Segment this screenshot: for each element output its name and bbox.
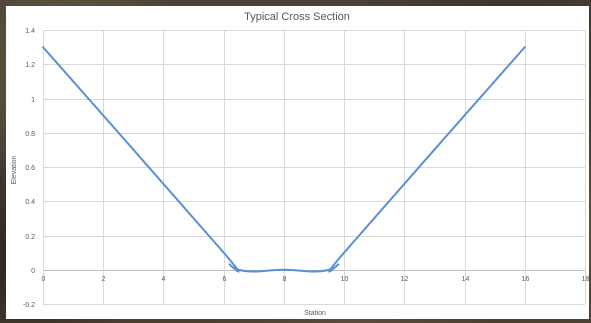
x-tick-label: 2 [102, 276, 106, 283]
x-tick-label: 10 [341, 276, 349, 283]
x-tick-label: 18 [582, 276, 589, 283]
chart-panel: Typical Cross Section -0.2 0 0.2 0.4 0.6 0.8 1… [6, 6, 589, 319]
x-tick-label: 6 [223, 276, 227, 283]
x-tick-label: 14 [462, 276, 470, 283]
y-tick-label: -0.2 [23, 302, 35, 309]
series-layer [42, 46, 526, 273]
y-tick-label: 1 [31, 97, 35, 104]
y-tick-label: 0 [31, 268, 35, 275]
x-axis-title: Station [304, 310, 326, 317]
x-tick-labels: 0 2 4 6 8 10 12 14 16 18 [42, 276, 589, 283]
chart-title: Typical Cross Section [244, 11, 350, 23]
x-tick-label: 4 [162, 276, 166, 283]
y-tick-label: 1.2 [25, 62, 35, 69]
y-tick-labels: -0.2 0 0.2 0.4 0.6 0.8 1 1.2 1.4 [23, 28, 35, 309]
cross-section-chart: Typical Cross Section -0.2 0 0.2 0.4 0.6 0.8 1… [11, 11, 589, 317]
y-tick-label: 0.4 [25, 199, 35, 206]
y-tick-label: 0.8 [25, 131, 35, 138]
y-tick-label: 1.4 [25, 28, 35, 35]
x-tick-label: 8 [283, 276, 287, 283]
series-line [42, 46, 526, 273]
x-tick-label: 16 [522, 276, 530, 283]
x-tick-label: 12 [401, 276, 409, 283]
y-tick-label: 0.2 [25, 234, 35, 241]
gridlines [43, 30, 586, 305]
y-tick-label: 0.6 [25, 165, 35, 172]
y-axis-title: Elevation [11, 155, 18, 184]
x-tick-label: 0 [42, 276, 46, 283]
